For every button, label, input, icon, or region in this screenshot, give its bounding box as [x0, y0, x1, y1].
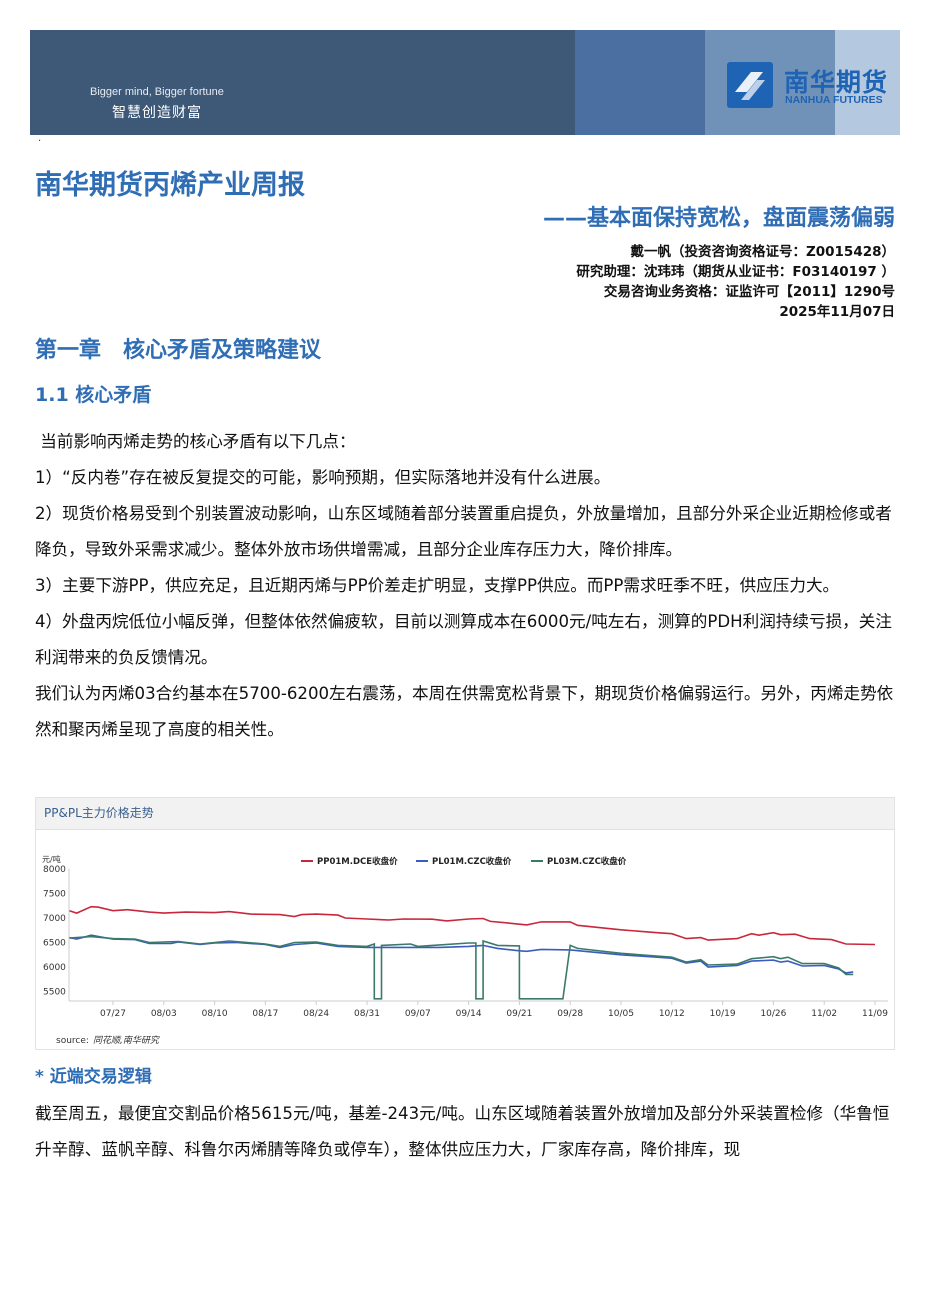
series-line-PL03M.CZC收盘价 [69, 935, 854, 1000]
series-line-PP01M.DCE收盘价 [69, 905, 876, 946]
x-tick-label: 08/17 [252, 1009, 278, 1019]
slogan-en: Bigger mind, Bigger fortune [90, 86, 224, 98]
x-tick-label: 08/31 [354, 1009, 380, 1019]
x-tick-label: 08/10 [202, 1009, 228, 1019]
y-tick-label: 6000 [43, 963, 66, 973]
source-label: source: [56, 1036, 89, 1046]
logo-text-en: NANHUA FUTURES [785, 94, 883, 106]
body-text: 当前影响丙烯走势的核心矛盾有以下几点： 1）“反内卷”存在被反复提交的可能，影响… [35, 424, 897, 748]
paragraph: 当前影响丙烯走势的核心矛盾有以下几点： [35, 432, 356, 451]
paragraph: 4）外盘丙烷低位小幅反弹，但整体依然偏疲软，目前以测算成本在6000元/吨左右，… [35, 612, 892, 667]
x-tick-label: 11/02 [811, 1009, 837, 1019]
paragraph: 我们认为丙烯03合约基本在5700-6200左右震荡，本周在供需宽松背景下，期现… [35, 684, 894, 739]
slogan-cn: 智慧创造财富 [112, 105, 202, 121]
logo-text-cn: 南华期货 [784, 68, 889, 97]
bullet-dot: · [38, 136, 42, 147]
body-text-2: 截至周五，最便宜交割品价格5615元/吨，基差-243元/吨。山东区域随着装置外… [35, 1096, 897, 1168]
paragraph: 2）现货价格易受到个别装置波动影响，山东区域随着部分装置重启提负，外放量增加，且… [35, 504, 892, 559]
x-tick-label: 09/14 [456, 1009, 482, 1019]
paragraph: 1）“反内卷”存在被反复提交的可能，影响预期，但实际落地并没有什么进展。 [35, 468, 611, 487]
author-line: 戴一帆（投资咨询资格证号：Z0015428） [630, 244, 895, 260]
x-tick-label: 09/21 [506, 1009, 532, 1019]
y-tick-label: 8000 [43, 865, 66, 875]
assistant-line: 研究助理：沈玮玮（期货从业证书：F03140197 ） [576, 264, 895, 280]
legend-label: PL03M.CZC收盘价 [547, 856, 627, 867]
legend-label: PP01M.DCE收盘价 [317, 856, 398, 867]
y-tick-label: 7000 [43, 914, 66, 924]
x-tick-label: 10/26 [760, 1009, 786, 1019]
subsection-heading: * 近端交易逻辑 [35, 1067, 152, 1087]
report-subtitle: ——基本面保持宽松，盘面震荡偏弱 [542, 206, 895, 231]
report-title: 南华期货丙烯产业周报 [35, 170, 305, 201]
y-tick-label: 7500 [43, 890, 66, 900]
paragraph: 3）主要下游PP，供应充足，且近期丙烯与PP价差走扩明显，支撑PP供应。而PP需… [35, 576, 840, 595]
y-tick-label: 6500 [43, 939, 66, 949]
legend-label: PL01M.CZC收盘价 [432, 856, 512, 867]
x-tick-label: 10/05 [608, 1009, 634, 1019]
author-block: 戴一帆（投资咨询资格证号：Z0015428） 研究助理：沈玮玮（期货从业证书：F… [576, 242, 895, 322]
x-tick-label: 10/19 [710, 1009, 736, 1019]
y-tick-label: 5500 [43, 988, 66, 998]
series-line-PL01M.CZC收盘价 [69, 934, 854, 974]
source-text: 同花顺,南华研究 [93, 1035, 160, 1046]
section-heading: 1.1 核心矛盾 [35, 384, 152, 406]
chart-title: PP&PL主力价格走势 [36, 798, 894, 830]
x-tick-label: 11/09 [862, 1009, 888, 1019]
y-axis-unit: 元/吨 [42, 854, 61, 864]
report-date: 2025年11月07日 [779, 304, 895, 320]
x-tick-label: 09/07 [405, 1009, 431, 1019]
header-banner: Bigger mind, Bigger fortune 智慧创造财富 南华期货 … [30, 30, 900, 135]
nanhua-logo-icon [727, 62, 773, 108]
price-chart: PP&PL主力价格走势 元/吨 8000 7500 7000 6500 6000 5500 0… [35, 797, 895, 1050]
banner-segment [835, 30, 900, 135]
chapter-heading: 第一章 核心矛盾及策略建议 [35, 338, 322, 363]
banner-segment [575, 30, 705, 135]
x-tick-label: 10/12 [659, 1009, 685, 1019]
license-line: 交易咨询业务资格：证监许可【2011】1290号 [603, 284, 895, 300]
x-tick-label: 08/24 [303, 1009, 329, 1019]
paragraph: 截至周五，最便宜交割品价格5615元/吨，基差-243元/吨。山东区域随着装置外… [35, 1104, 890, 1159]
x-tick-label: 08/03 [151, 1009, 177, 1019]
x-tick-label: 09/28 [557, 1009, 583, 1019]
x-tick-label: 07/27 [100, 1009, 126, 1019]
